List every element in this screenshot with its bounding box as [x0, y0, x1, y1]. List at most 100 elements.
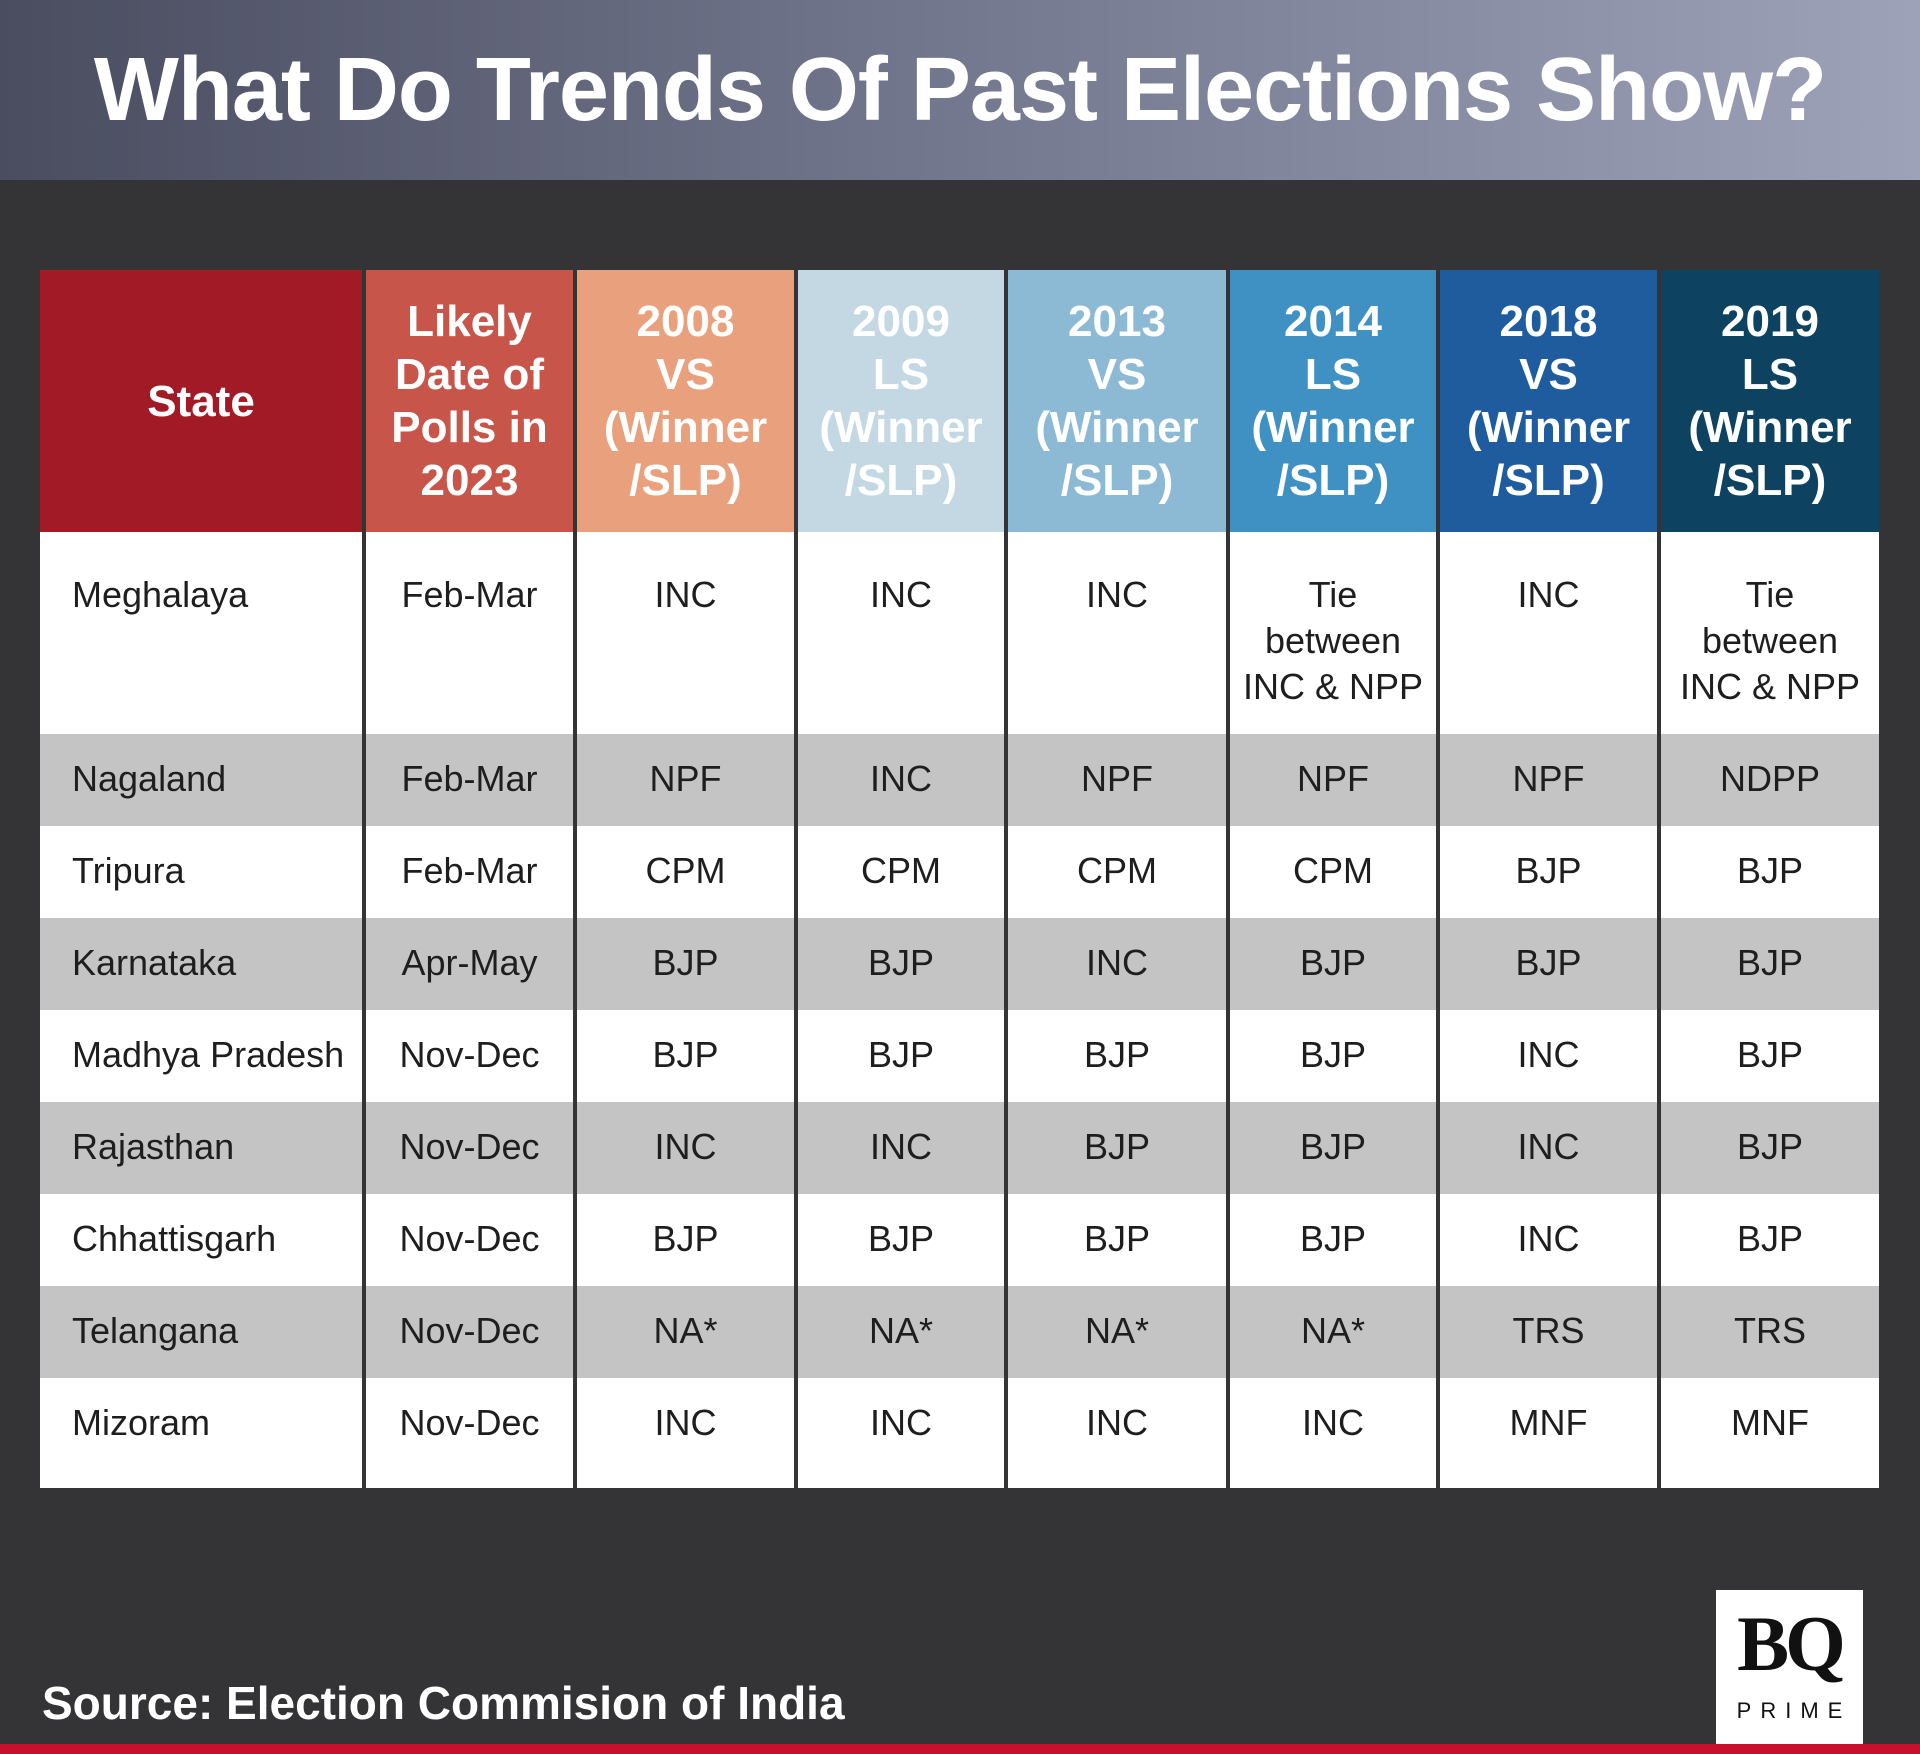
winner-cell: CPM — [798, 826, 1004, 918]
winner-cell: BJP — [577, 1194, 794, 1286]
column-header-label: 2013 VS (Winner /SLP) — [1035, 297, 1199, 505]
winner-cell: BJP — [1008, 1010, 1226, 1102]
state-cell: Meghalaya — [40, 536, 362, 734]
state-cell: Chhattisgarh — [40, 1194, 362, 1286]
winner-cell: BJP — [1230, 1194, 1436, 1286]
winner-cell: INC — [577, 1102, 794, 1194]
winner-cell: INC — [577, 1378, 794, 1488]
state-cell: Madhya Pradesh — [40, 1010, 362, 1102]
winner-cell: NA* — [1008, 1286, 1226, 1378]
table-row: Mizoram Nov-Dec INC INC INC INC MNF MNF — [40, 1378, 1879, 1488]
column-header-5: 2014 LS (Winner /SLP) — [1230, 270, 1436, 536]
winner-cell: TRS — [1440, 1286, 1657, 1378]
bq-prime-logo: BQ PRIME — [1716, 1590, 1863, 1744]
winner-cell: INC — [577, 536, 794, 734]
winner-cell: NDPP — [1661, 734, 1879, 826]
winner-cell: BJP — [798, 1010, 1004, 1102]
column-header-6: 2018 VS (Winner /SLP) — [1440, 270, 1657, 536]
table-row: Meghalaya Feb-Mar INC INC INC Tie between INC… — [40, 536, 1879, 734]
state-cell: Rajasthan — [40, 1102, 362, 1194]
poll-date-cell: Nov-Dec — [366, 1378, 573, 1488]
winner-cell: INC — [1008, 1378, 1226, 1488]
table-row: Madhya Pradesh Nov-Dec BJP BJP BJP BJP INC BJP — [40, 1010, 1879, 1102]
table-row: Chhattisgarh Nov-Dec BJP BJP BJP BJP INC BJP — [40, 1194, 1879, 1286]
state-cell: Nagaland — [40, 734, 362, 826]
state-cell: Mizoram — [40, 1378, 362, 1488]
winner-cell: INC — [1440, 1102, 1657, 1194]
column-header-0: State — [40, 270, 362, 536]
poll-date-cell: Nov-Dec — [366, 1102, 573, 1194]
poll-date-cell: Apr-May — [366, 918, 573, 1010]
logo-subtitle: PRIME — [1736, 1698, 1852, 1723]
winner-cell: BJP — [1008, 1194, 1226, 1286]
poll-date-cell: Feb-Mar — [366, 734, 573, 826]
winner-cell: MNF — [1661, 1378, 1879, 1488]
winner-cell: BJP — [1440, 918, 1657, 1010]
winner-cell: NPF — [1230, 734, 1436, 826]
winner-cell: CPM — [1008, 826, 1226, 918]
column-header-label: 2008 VS (Winner /SLP) — [603, 297, 768, 505]
winner-cell: TRS — [1661, 1286, 1879, 1378]
winner-cell: BJP — [1230, 1102, 1436, 1194]
column-header-label: State — [147, 376, 255, 426]
winner-cell: BJP — [1008, 1102, 1226, 1194]
column-header-label: 2009 LS (Winner /SLP) — [819, 297, 983, 505]
column-header-label: Likely Date of Polls in 2023 — [391, 297, 548, 505]
winner-cell: BJP — [1440, 826, 1657, 918]
winner-cell: INC — [798, 536, 1004, 734]
winner-cell: MNF — [1440, 1378, 1657, 1488]
poll-date-cell: Nov-Dec — [366, 1194, 573, 1286]
poll-date-cell: Nov-Dec — [366, 1286, 573, 1378]
winner-cell: BJP — [1661, 1194, 1879, 1286]
table-row: Karnataka Apr-May BJP BJP INC BJP BJP BJP — [40, 918, 1879, 1010]
winner-cell: NPF — [1440, 734, 1657, 826]
winner-cell: BJP — [798, 918, 1004, 1010]
winner-cell: INC — [798, 734, 1004, 826]
column-header-label: 2018 VS (Winner /SLP) — [1466, 297, 1631, 505]
poll-date-cell: Feb-Mar — [366, 536, 573, 734]
winner-cell: NPF — [577, 734, 794, 826]
winner-cell: NPF — [1008, 734, 1226, 826]
table-row: Nagaland Feb-Mar NPF INC NPF NPF NPF NDPP — [40, 734, 1879, 826]
table-header-row: State Likely Date of Polls in 2023 2008 VS… — [40, 270, 1879, 536]
winner-cell: BJP — [1230, 1010, 1436, 1102]
winner-cell: INC — [798, 1102, 1004, 1194]
state-cell: Tripura — [40, 826, 362, 918]
winner-cell: NA* — [798, 1286, 1004, 1378]
winner-cell: Tie between INC & NPP — [1661, 536, 1879, 734]
column-header-4: 2013 VS (Winner /SLP) — [1008, 270, 1226, 536]
winner-cell: BJP — [1661, 1010, 1879, 1102]
winner-cell: CPM — [1230, 826, 1436, 918]
winner-cell: BJP — [1661, 826, 1879, 918]
winner-cell: BJP — [798, 1194, 1004, 1286]
winner-cell: INC — [1440, 1010, 1657, 1102]
winner-cell: INC — [1008, 918, 1226, 1010]
poll-date-cell: Feb-Mar — [366, 826, 573, 918]
table-row: Tripura Feb-Mar CPM CPM CPM CPM BJP BJP — [40, 826, 1879, 918]
table-body: Meghalaya Feb-Mar INC INC INC Tie between INC… — [40, 536, 1879, 1488]
column-header-label: 2019 LS (Winner /SLP) — [1688, 297, 1852, 505]
winner-cell: NA* — [577, 1286, 794, 1378]
winner-cell: BJP — [1661, 918, 1879, 1010]
logo-mark: BQ — [1737, 1600, 1846, 1687]
column-header-3: 2009 LS (Winner /SLP) — [798, 270, 1004, 536]
winner-cell: BJP — [577, 918, 794, 1010]
winner-cell: INC — [1440, 536, 1657, 734]
source-note: Source: Election Commision of India — [42, 1677, 845, 1729]
table-row: Telangana Nov-Dec NA* NA* NA* NA* TRS TRS — [40, 1286, 1879, 1378]
state-cell: Karnataka — [40, 918, 362, 1010]
bottom-accent-strip — [0, 1744, 1920, 1754]
winner-cell: BJP — [1230, 918, 1436, 1010]
column-header-label: 2014 LS (Winner /SLP) — [1251, 297, 1415, 505]
winner-cell: INC — [1008, 536, 1226, 734]
winner-cell: INC — [1230, 1378, 1436, 1488]
table-row: Rajasthan Nov-Dec INC INC BJP BJP INC BJP — [40, 1102, 1879, 1194]
winner-cell: BJP — [1661, 1102, 1879, 1194]
title-banner: What Do Trends Of Past Elections Show? — [0, 0, 1920, 180]
winner-cell: NA* — [1230, 1286, 1436, 1378]
column-header-1: Likely Date of Polls in 2023 — [366, 270, 573, 536]
winner-cell: INC — [798, 1378, 1004, 1488]
column-header-7: 2019 LS (Winner /SLP) — [1661, 270, 1879, 536]
poll-date-cell: Nov-Dec — [366, 1010, 573, 1102]
